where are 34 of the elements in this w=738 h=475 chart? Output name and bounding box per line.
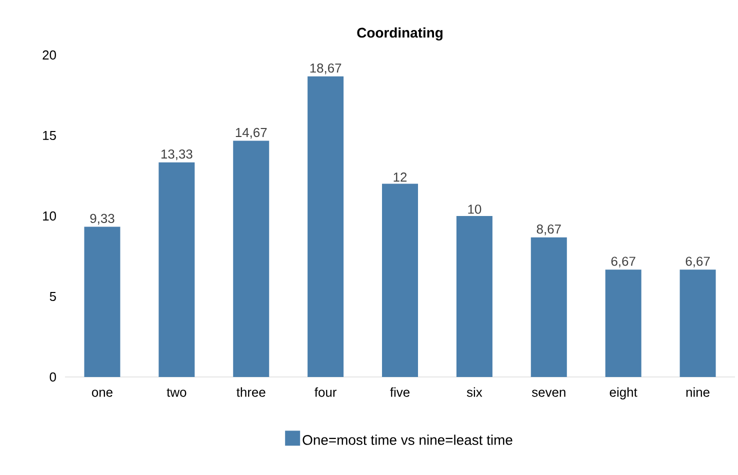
bar xyxy=(308,76,344,377)
bar xyxy=(233,140,270,377)
chart-title: Coordinating xyxy=(357,27,442,40)
data-label: 12 xyxy=(394,172,407,182)
bar xyxy=(382,184,418,377)
legend-label: One=most time vs nine=least time xyxy=(302,434,512,445)
bar xyxy=(84,226,120,377)
data-label: 13,33 xyxy=(161,149,192,160)
x-tick-label: nine xyxy=(686,387,710,397)
bar xyxy=(605,270,642,377)
y-tick-label: 5 xyxy=(50,292,56,301)
data-label: 9,33 xyxy=(90,214,114,225)
y-tick-label: 0 xyxy=(50,372,56,382)
y-tick-label: 20 xyxy=(42,50,56,60)
bar xyxy=(158,162,195,377)
x-tick-label: seven xyxy=(532,390,566,397)
data-label: 10 xyxy=(468,204,482,214)
bar xyxy=(530,237,567,377)
x-tick-label: six xyxy=(466,387,482,397)
x-tick-label: eight xyxy=(610,387,638,400)
bar xyxy=(680,270,716,377)
data-label: 6,67 xyxy=(686,256,710,268)
data-label: 8,67 xyxy=(536,224,561,236)
x-tick-label: four xyxy=(314,387,336,397)
y-tick-label: 15 xyxy=(43,130,56,140)
x-tick-label: three xyxy=(236,387,266,397)
data-label: 14,67 xyxy=(236,128,267,139)
data-label: 6,67 xyxy=(611,256,636,268)
x-tick-label: two xyxy=(166,388,186,397)
x-tick-label: five xyxy=(390,387,410,397)
data-label: 18,67 xyxy=(310,63,342,74)
x-tick-label: one xyxy=(92,390,112,397)
y-tick-label: 10 xyxy=(43,211,56,221)
bar xyxy=(456,216,492,377)
